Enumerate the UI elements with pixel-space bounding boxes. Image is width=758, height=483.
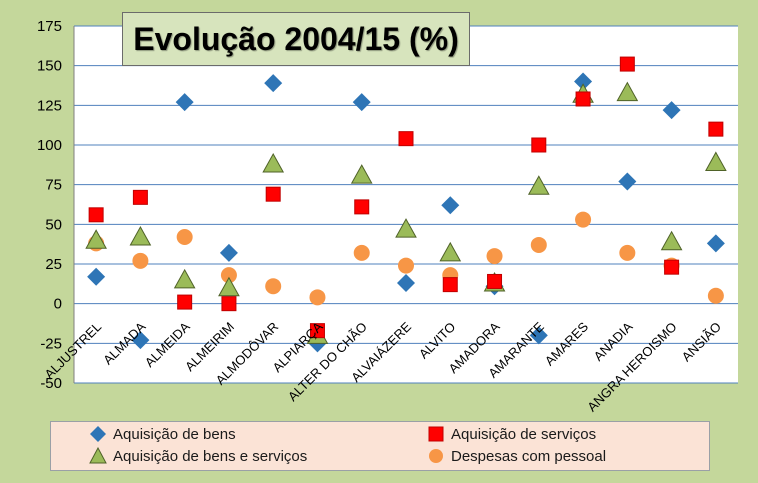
data-point-diamond: [618, 172, 637, 191]
legend-item-aquisicao-bens: Aquisição de bens: [89, 425, 236, 443]
y-tick-label: 125: [37, 97, 62, 114]
data-point-circle: [220, 267, 237, 284]
data-point-triangle: [616, 81, 639, 102]
data-point-circle: [176, 229, 193, 246]
y-tick-label: 75: [45, 177, 62, 194]
data-point-circle: [575, 211, 592, 228]
legend-item-aquisicao-bens-servicos: Aquisição de bens e serviços: [89, 446, 308, 465]
data-point-diamond: [441, 196, 460, 215]
circle-marker-icon: [427, 447, 445, 465]
data-point-diamond: [264, 74, 283, 93]
data-point-diamond: [662, 101, 681, 120]
data-point-square: [221, 296, 237, 312]
data-point-circle: [619, 244, 636, 261]
y-tick-label: 50: [45, 216, 62, 233]
data-point-square: [619, 56, 635, 72]
data-point-square: [354, 199, 370, 215]
data-point-circle: [353, 244, 370, 261]
data-point-circle: [265, 278, 282, 295]
y-tick-label: 25: [45, 256, 62, 273]
data-point-circle: [398, 257, 414, 274]
legend-label: Aquisição de bens: [113, 425, 236, 443]
data-point-circle: [486, 248, 503, 265]
y-tick-label: 0: [54, 296, 62, 313]
chart-title: Evolução 2004/15 (%): [133, 20, 459, 57]
data-point-square: [575, 91, 591, 107]
data-point-square: [265, 186, 281, 202]
data-point-triangle: [660, 230, 683, 251]
legend-item-despesas-pessoal: Despesas com pessoal: [427, 447, 606, 465]
data-point-triangle: [173, 268, 196, 289]
data-point-diamond: [706, 234, 725, 253]
data-point-square: [708, 121, 724, 137]
data-point-square: [487, 273, 503, 289]
data-point-diamond: [87, 267, 106, 286]
square-marker-icon: [427, 425, 445, 443]
data-point-triangle: [439, 241, 462, 262]
data-point-triangle: [218, 276, 240, 297]
data-point-square: [309, 323, 325, 339]
legend-label: Aquisição de serviços: [451, 425, 597, 443]
data-point-circle: [309, 289, 326, 306]
y-tick-label: 100: [37, 137, 62, 154]
data-point-square: [177, 294, 193, 310]
data-point-diamond: [131, 331, 150, 350]
data-point-circle: [132, 252, 149, 269]
legend: Aquisição de bens Aquisição de serviços …: [50, 421, 710, 471]
data-point-square: [531, 137, 547, 153]
data-point-square: [88, 207, 104, 223]
data-point-triangle: [350, 164, 373, 184]
data-point-triangle: [395, 218, 417, 238]
y-tick-label: -25: [40, 335, 62, 352]
data-point-diamond: [529, 326, 548, 345]
data-point-triangle: [262, 153, 285, 173]
data-point-circle: [707, 287, 724, 304]
data-point-triangle: [705, 151, 727, 171]
data-point-diamond: [219, 243, 238, 262]
legend-label: Aquisição de bens e serviços: [113, 447, 308, 465]
data-point-triangle: [85, 229, 107, 249]
y-tick-label: 175: [37, 18, 62, 35]
data-point-diamond: [397, 274, 415, 293]
data-point-square: [664, 259, 680, 275]
data-point-circle: [530, 236, 547, 253]
data-point-triangle: [527, 175, 550, 195]
diamond-marker-icon: [89, 425, 107, 443]
legend-label: Despesas com pessoal: [451, 447, 607, 465]
chart-title-box: Evolução 2004/15 (%): [122, 12, 470, 66]
y-tick-label: -50: [40, 375, 62, 392]
data-point-square: [442, 277, 458, 293]
data-point-square: [398, 131, 414, 147]
data-point-square: [132, 189, 148, 205]
data-point-diamond: [175, 93, 194, 112]
triangle-marker-icon: [89, 446, 107, 465]
data-point-triangle: [129, 225, 152, 246]
data-point-diamond: [574, 72, 593, 91]
data-point-diamond: [352, 93, 371, 112]
y-tick-label: 150: [37, 58, 62, 75]
legend-item-aquisicao-servicos: Aquisição de serviços: [427, 425, 596, 443]
